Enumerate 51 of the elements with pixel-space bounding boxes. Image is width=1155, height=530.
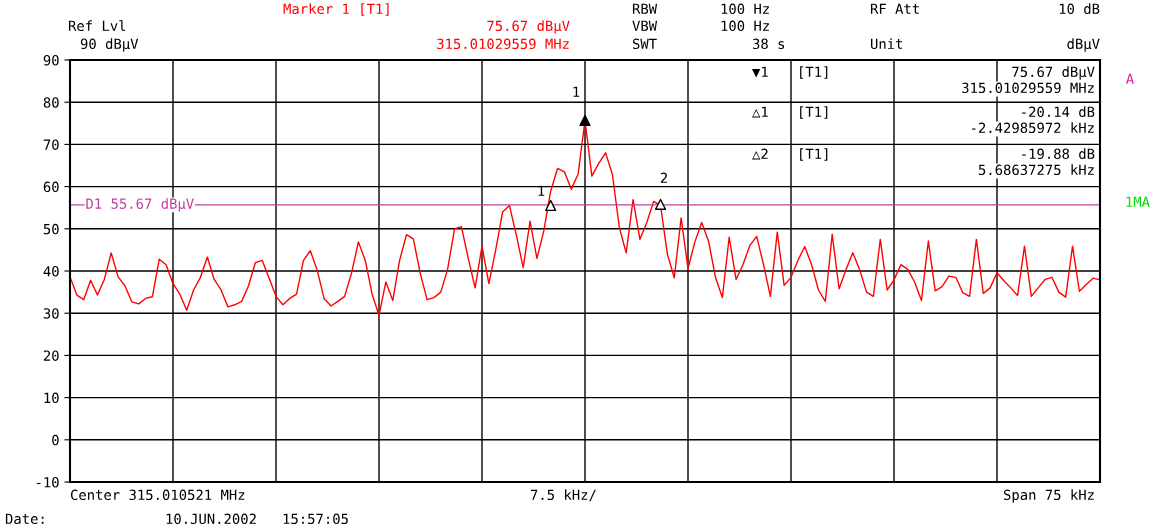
annotation: -2.42985972 kHz (971, 122, 1094, 134)
point (579, 114, 591, 127)
text: Ref Lvl (68, 20, 126, 32)
y-tick-label: -10 (36, 477, 59, 488)
ref-line-label: D1 55.67 dBµV (86, 198, 194, 212)
text: 100 Hz (721, 20, 769, 32)
text: 75.67 dBµV (487, 20, 570, 34)
text: Span 75 kHz (1003, 489, 1094, 503)
point (654, 198, 667, 210)
text: Center 315.010521 MHz (70, 489, 245, 501)
text: 10 dB (1059, 3, 1100, 15)
text: Unit (871, 38, 903, 50)
annotation: -19.88 dB (1022, 148, 1095, 160)
annotation: 5.68637275 kHz (978, 164, 1094, 176)
annotation: 2 (660, 172, 667, 183)
text: SWT (632, 38, 657, 50)
text: 90 dBµV (80, 38, 139, 52)
y-tick-label: 90 (43, 55, 59, 66)
point (545, 199, 557, 212)
text: 1MA (1126, 196, 1150, 207)
y-tick-label: 80 (43, 97, 59, 108)
text: Marker 1 [T1] (283, 3, 389, 16)
annotation: [T1] (800, 106, 828, 119)
text: RBW (632, 3, 658, 14)
y-tick-label: 40 (43, 266, 59, 277)
text: 7.5 kHz/ (530, 489, 596, 502)
annotation: 75.67 dBµV (1012, 66, 1095, 80)
annotation: △1 (752, 106, 768, 118)
text: VBW (632, 20, 658, 31)
y-tick-label: 50 (43, 223, 59, 235)
y-tick-label: 60 (43, 181, 59, 193)
text: dBµV (1067, 38, 1100, 52)
annotation: -20.14 dB (1022, 106, 1095, 118)
text: Date: (5, 513, 44, 525)
text: 315.01029559 MHz (437, 38, 569, 50)
annotation: △2 (752, 148, 768, 160)
y-tick-label: 10 (44, 392, 59, 404)
y-tick-label: 70 (43, 139, 59, 150)
text: 38 s (752, 38, 785, 50)
text: RF Att (870, 3, 919, 14)
y-tick-label: 30 (43, 308, 59, 319)
annotation: ▼1 (752, 66, 768, 78)
y-tick-label: 20 (43, 350, 59, 361)
text: 100 Hz (721, 3, 769, 15)
annotation: 1 (573, 86, 580, 97)
annotation: [T1] (800, 66, 828, 79)
annotation: 315.01029559 MHz (962, 82, 1094, 94)
annotation: [T1] (800, 148, 828, 161)
text: 10.JUN.2002 15:57:05 (166, 513, 348, 525)
text: A (1126, 73, 1134, 84)
y-tick-label: 0 (52, 434, 59, 446)
